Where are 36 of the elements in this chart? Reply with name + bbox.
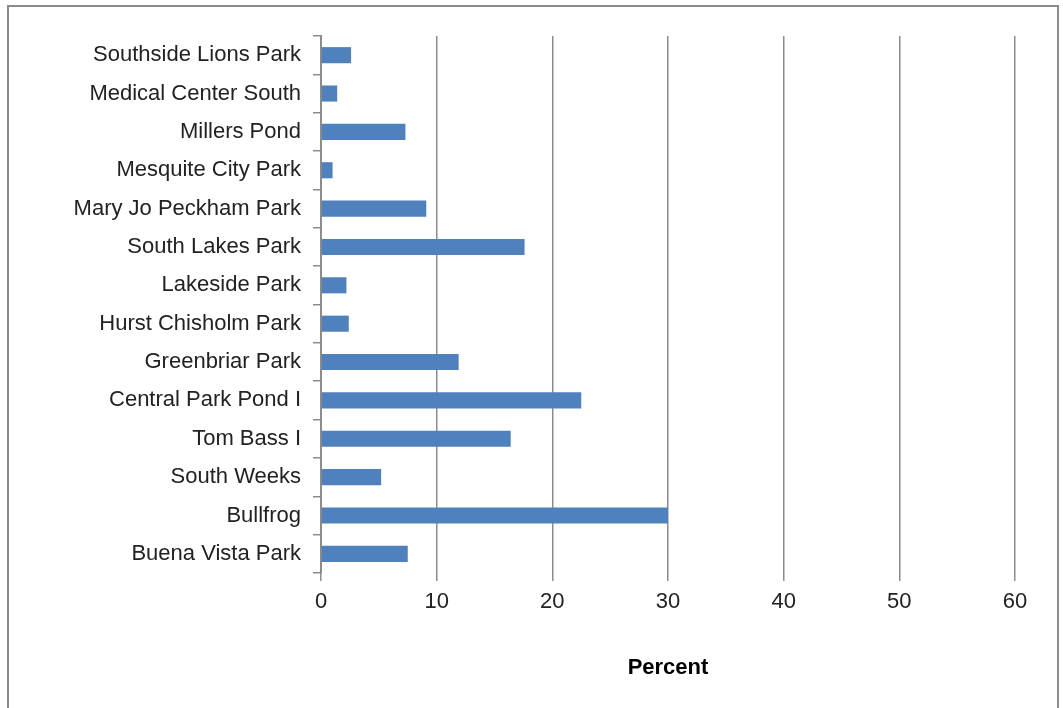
y-tick-label: Lakeside Park xyxy=(161,271,302,297)
y-tick-label: Tom Bass I xyxy=(192,424,301,450)
x-tick-label: 50 xyxy=(887,588,912,614)
bar xyxy=(321,238,525,256)
y-tick-label: Central Park Pond I xyxy=(109,386,301,412)
y-tick-label: Greenbriar Park xyxy=(144,348,302,374)
bar xyxy=(321,507,668,524)
x-tick-label: 30 xyxy=(655,588,681,614)
x-tick-label: 0 xyxy=(314,588,328,614)
bar xyxy=(321,545,408,562)
x-axis-title: Percent xyxy=(627,653,710,679)
bar xyxy=(321,315,349,332)
y-tick-label: South Lakes Park xyxy=(127,233,302,259)
y-tick-label: Southside Lions Park xyxy=(93,41,302,67)
y-tick-label: Hurst Chisholm Park xyxy=(99,309,302,335)
x-tick-label: 60 xyxy=(1002,588,1028,614)
x-tick-label: 10 xyxy=(424,588,449,614)
y-tick-label: Millers Pond xyxy=(179,117,301,143)
bar xyxy=(321,162,333,179)
bar xyxy=(321,430,511,447)
bar xyxy=(321,123,406,140)
bar xyxy=(321,85,338,102)
x-tick-label: 20 xyxy=(540,588,565,614)
bar xyxy=(321,353,459,371)
y-tick-label: Buena Vista Park xyxy=(131,539,302,565)
y-tick-label: South Weeks xyxy=(170,463,301,489)
y-tick-label: Medical Center South xyxy=(89,79,301,105)
bar xyxy=(321,200,427,217)
bar xyxy=(321,277,347,294)
bar xyxy=(321,469,382,486)
y-tick-label: Mary Jo Peckham Park xyxy=(73,194,302,220)
x-tick-label: 40 xyxy=(771,588,796,614)
bar xyxy=(321,392,582,409)
y-tick-label: Mesquite City Park xyxy=(116,156,302,182)
bar xyxy=(321,47,352,64)
y-tick-label: Bullfrog xyxy=(226,501,301,527)
